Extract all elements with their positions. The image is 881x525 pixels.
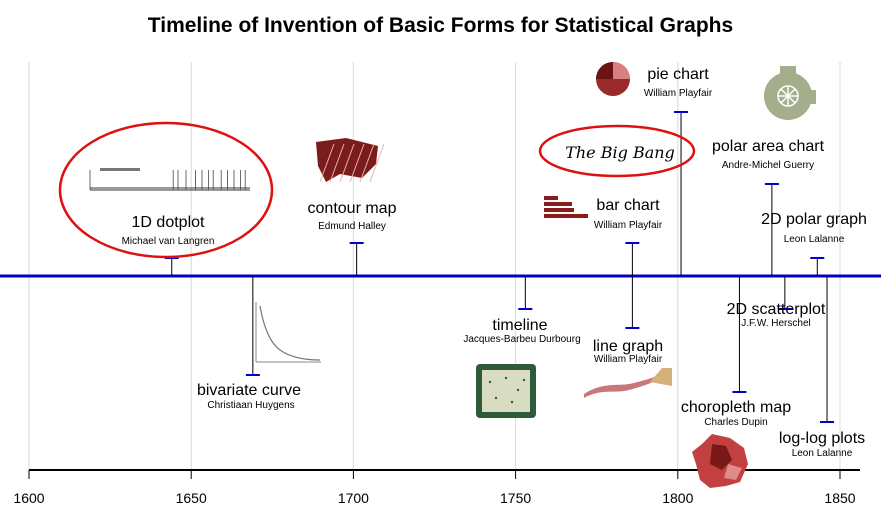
mini-bar: [544, 214, 588, 218]
board-dot: [522, 378, 526, 382]
event-label: 1D dotplot: [132, 214, 205, 231]
board-dot: [516, 388, 520, 392]
annotation-text: The Big Bang: [565, 143, 675, 162]
polar-ring: [777, 85, 799, 107]
pie-chart-icon: [596, 62, 630, 96]
pie-slice: [613, 62, 630, 79]
event-label: polar area chart: [712, 138, 825, 155]
contour-line: [349, 143, 365, 183]
decay-curve: [259, 305, 321, 361]
contour-line: [369, 143, 385, 183]
annotation-ellipse: [538, 124, 696, 178]
event-person: Andre-Michel Guerry: [722, 160, 814, 171]
event-person: William Playfair: [594, 354, 663, 365]
map-region: [710, 444, 732, 470]
contour-map-icon: [316, 138, 385, 183]
line-band: [584, 370, 672, 398]
event-label: 2D scatterplot: [727, 301, 826, 318]
event-person: William Playfair: [644, 88, 713, 99]
bar-chart-icon: [544, 196, 588, 218]
event-label: 2D polar graph: [761, 211, 867, 228]
contour-line: [319, 143, 335, 183]
event-label: line graph: [593, 338, 663, 355]
x-tick-label: 1750: [500, 490, 531, 506]
mini-bar: [544, 196, 558, 200]
event-label: pie chart: [647, 66, 709, 83]
chart-title: Timeline of Invention of Basic Forms for…: [147, 14, 734, 37]
board-dot: [504, 376, 508, 380]
x-tick-label: 1800: [662, 490, 693, 506]
polar-spoke: [787, 95, 796, 104]
line-graph-icon: [584, 368, 672, 398]
decay-curve-icon: [255, 302, 321, 363]
event-label: bivariate curve: [197, 382, 301, 399]
polar-wedge: [806, 90, 816, 104]
polar-spoke: [780, 88, 789, 97]
event-label: choropleth map: [681, 399, 791, 416]
polar-area-icon: [764, 66, 816, 120]
board-dot: [510, 400, 514, 404]
caption-bar: [100, 168, 140, 171]
event-person: Leon Lalanne: [784, 234, 845, 245]
board-dot: [494, 396, 498, 400]
polar-spoke: [780, 95, 789, 104]
event-label: log-log plots: [779, 430, 865, 447]
x-tick-label: 1700: [338, 490, 369, 506]
pie-slice: [596, 62, 613, 79]
polar-spoke: [787, 88, 796, 97]
france-map-icon: [692, 434, 748, 488]
map-landmass: [316, 138, 378, 182]
timeline-board-icon: [476, 364, 536, 418]
event-person: Leon Lalanne: [792, 448, 853, 459]
board-panel: [482, 370, 530, 412]
contour-line: [339, 143, 355, 183]
map-region: [724, 464, 742, 480]
event-person: J.F.W. Herschel: [741, 318, 810, 329]
event-label: bar chart: [596, 197, 660, 214]
event-person: Christiaan Huygens: [207, 400, 294, 411]
event-person: Jacques-Barbeu Durbourg: [463, 334, 580, 345]
x-tick-label: 1600: [13, 490, 44, 506]
mini-bar: [544, 202, 572, 206]
board-dot: [488, 380, 492, 384]
line-band-tan: [650, 368, 672, 386]
mini-bar: [544, 208, 574, 212]
polar-wedge: [780, 66, 796, 74]
x-tick-label: 1650: [176, 490, 207, 506]
event-person: Charles Dupin: [704, 417, 767, 428]
dotplot-scale-icon: [89, 168, 250, 191]
event-label: timeline: [492, 317, 547, 334]
contour-line: [359, 143, 375, 183]
highlight-ellipse: [58, 121, 274, 259]
event-label: contour map: [308, 200, 397, 217]
contour-line: [329, 143, 345, 183]
event-person: Edmund Halley: [318, 221, 386, 232]
event-person: William Playfair: [594, 220, 663, 231]
event-person: Michael van Langren: [122, 236, 215, 247]
x-tick-label: 1850: [824, 490, 855, 506]
